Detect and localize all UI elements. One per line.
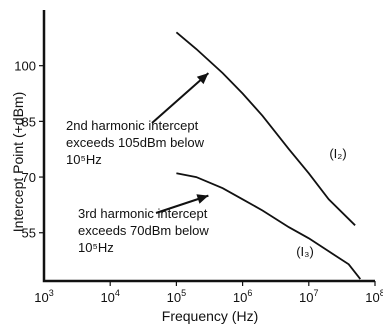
x-tick-label: 103 xyxy=(34,288,53,305)
annotation-text-1: 2nd harmonic intercept exceeds 105dBm bel… xyxy=(66,118,205,167)
y-tick-label: 55 xyxy=(22,226,36,241)
y-tick-label: 85 xyxy=(22,114,36,129)
annotation-arrow-1 xyxy=(151,72,210,124)
annotations-group: 2nd harmonic intercept exceeds 105dBm bel… xyxy=(66,72,210,255)
series-line-1 xyxy=(175,31,356,226)
x-axis-label: Frequency (Hz) xyxy=(162,308,258,324)
x-tick-label: 104 xyxy=(100,288,119,305)
x-tick-label: 105 xyxy=(167,288,186,305)
series-label-1: (I₂) xyxy=(329,146,346,161)
x-tick-label: 108 xyxy=(365,288,383,305)
series-group: (I₂) (I₃) xyxy=(175,31,362,280)
annotation-text-2: 3rd harmonic intercept exceeds 70dBm belo… xyxy=(78,206,209,255)
axes: 103 104 105 106 107 108 55 70 85 100 xyxy=(14,10,383,305)
annotation-arrowhead-2 xyxy=(196,194,209,204)
annotation-arrowhead-1 xyxy=(196,73,209,85)
x-tick-label: 107 xyxy=(299,288,318,305)
x-tick-label: 106 xyxy=(233,288,252,305)
series-label-2: (I₃) xyxy=(296,244,314,259)
y-tick-label: 70 xyxy=(22,170,36,185)
series-line-2 xyxy=(176,172,362,280)
y-tick-label: 100 xyxy=(14,59,36,74)
y-axis-label: Intercept Point (+dBm) xyxy=(10,92,26,232)
axis-frame xyxy=(42,10,375,283)
